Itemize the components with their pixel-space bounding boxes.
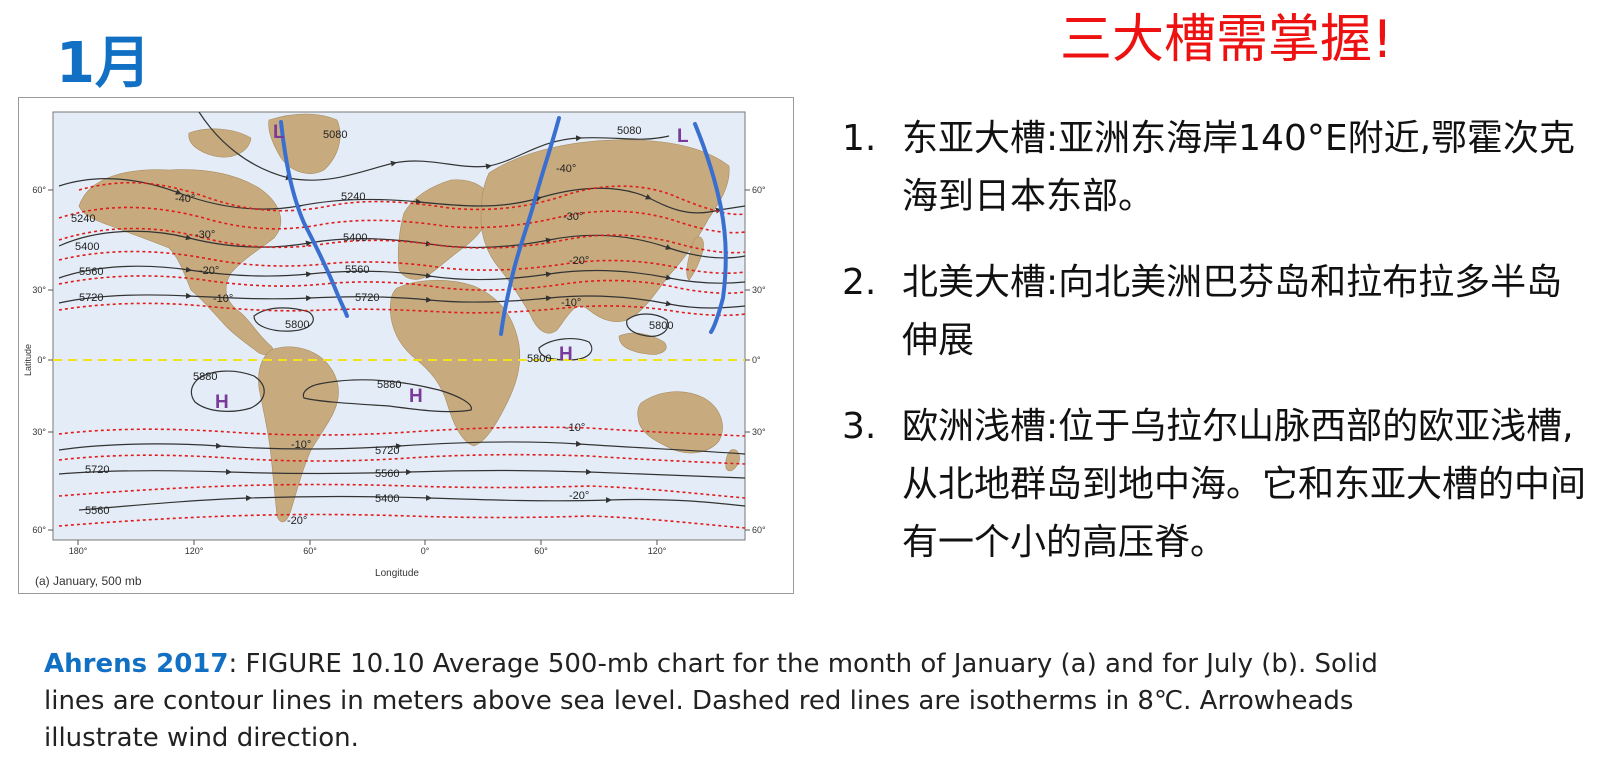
lat-tick-label: 30°: [32, 285, 46, 295]
isotherm-label: -20°: [569, 490, 589, 502]
contour-label: 5720: [355, 292, 379, 304]
map-figure: 5080 5080 5240 5240 5400 5400 5560 5560 …: [18, 97, 794, 594]
isotherm-label: -30°: [195, 229, 215, 241]
contour-label: 5560: [79, 266, 103, 278]
figure-caption: Ahrens 2017: FIGURE 10.10 Average 500-mb…: [44, 646, 1424, 757]
isotherm-label: -20°: [569, 255, 589, 267]
land-north-america: [78, 169, 282, 356]
isotherm-label: -10°: [561, 297, 581, 309]
low-pressure-mark: L: [273, 122, 285, 143]
latitude-axis-label: Latitude: [23, 344, 33, 376]
longitude-axis-label: Longitude: [375, 568, 419, 579]
contour-label: 5720: [375, 445, 399, 457]
caption-source: Ahrens 2017: [44, 649, 229, 679]
lat-tick-label: 30°: [752, 285, 766, 295]
lat-tick-label: 60°: [752, 525, 766, 535]
height-contours: [58, 111, 746, 511]
contour-label: 5240: [341, 191, 365, 203]
lat-tick-label: 60°: [752, 185, 766, 195]
isotherm-label: -10°: [291, 439, 311, 451]
map-svg: 5080 5080 5240 5240 5400 5400 5560 5560 …: [23, 111, 766, 588]
land-arctic-islands: [188, 128, 252, 158]
month-title: 1月: [56, 31, 151, 96]
pressure-centres: L L H H H: [215, 122, 689, 413]
contour-label: 5400: [75, 241, 99, 253]
headline: 三大槽需掌握!: [1060, 10, 1393, 70]
lon-tick-label: 0°: [421, 546, 430, 556]
contour-label: 5880: [193, 371, 217, 383]
contour-labels: 5080 5080 5240 5240 5400 5400 5560 5560 …: [71, 125, 673, 517]
landmasses: [78, 113, 740, 523]
lon-tick-label: 180°: [69, 546, 88, 556]
low-pressure-mark: L: [677, 126, 689, 147]
land-new-zealand: [725, 449, 740, 472]
trough-east-asia: [693, 122, 728, 334]
contour-label: 5880: [377, 379, 401, 391]
point-east-asia-trough: 1. 东亚大槽:亚洲东海岸140°E附近,鄂霍次克海到日本东部。: [842, 110, 1597, 226]
isotherm-label: -40°: [556, 163, 576, 175]
contour-label: 5560: [375, 468, 399, 480]
contour-label: 5240: [71, 213, 95, 225]
longitude-ticks: 180° 120° 60° 0° 60° 120°: [69, 546, 667, 556]
contour-label: 5560: [85, 505, 109, 517]
isotherm-label: -40°: [175, 193, 195, 205]
isotherm-label: -10°: [213, 293, 233, 305]
latitude-ticks-right: 60° 30° 0° 30° 60°: [752, 185, 766, 535]
trough-points-list: 1. 东亚大槽:亚洲东海岸140°E附近,鄂霍次克海到日本东部。 2. 北美大槽…: [842, 110, 1597, 600]
contour-label: 5800: [649, 320, 673, 332]
point-text: 东亚大槽:亚洲东海岸140°E附近,鄂霍次克海到日本东部。: [902, 118, 1576, 217]
high-pressure-mark: H: [409, 386, 423, 407]
lon-tick-label: 60°: [534, 546, 548, 556]
contour-label: 5080: [323, 129, 347, 141]
lon-tick-label: 120°: [648, 546, 667, 556]
point-number: 2.: [842, 262, 877, 303]
caption-text: : FIGURE 10.10 Average 500-mb chart for …: [44, 649, 1378, 753]
isotherm-labels: -40° -40° -30° -30° -20° -20° -10° -10° …: [175, 163, 589, 527]
lat-tick-label: 0°: [752, 355, 761, 365]
trough-north-america: [279, 120, 349, 318]
latitude-ticks-left: 60° 30° 0° 30° 60°: [32, 185, 46, 535]
lat-tick-label: 30°: [752, 427, 766, 437]
tick-marks: [48, 189, 750, 545]
trough-lines: [279, 116, 728, 336]
contour-label: 5560: [345, 264, 369, 276]
high-pressure-mark: H: [215, 392, 229, 413]
point-europe-trough: 3. 欧洲浅槽:位于乌拉尔山脉西部的欧亚浅槽,从北地群岛到地中海。它和东亚大槽的…: [842, 398, 1597, 572]
contour-label: 5400: [343, 232, 367, 244]
contour-label: 5800: [285, 319, 309, 331]
point-number: 3.: [842, 406, 877, 447]
contour-label: 5720: [79, 292, 103, 304]
point-text: 北美大槽:向北美洲巴芬岛和拉布拉多半岛伸展: [902, 262, 1563, 361]
lon-tick-label: 60°: [303, 546, 317, 556]
point-north-america-trough: 2. 北美大槽:向北美洲巴芬岛和拉布拉多半岛伸展: [842, 254, 1597, 370]
isotherm-label: -20°: [287, 515, 307, 527]
isotherm-label: -30°: [563, 211, 583, 223]
contour-label: 5400: [375, 493, 399, 505]
lat-tick-label: 30°: [32, 427, 46, 437]
isotherm-label: -10°: [565, 422, 585, 434]
point-number: 1.: [842, 118, 877, 159]
panel-label: (a) January, 500 mb: [35, 574, 142, 588]
lon-tick-label: 120°: [185, 546, 204, 556]
isotherms: [58, 181, 746, 529]
contour-label: 5800: [527, 353, 551, 365]
lat-tick-label: 60°: [32, 525, 46, 535]
high-pressure-mark: H: [559, 344, 573, 365]
contour-label: 5080: [617, 125, 641, 137]
isotherm-label: -20°: [199, 265, 219, 277]
contour-label: 5720: [85, 464, 109, 476]
lat-tick-label: 60°: [32, 185, 46, 195]
land-south-america: [258, 346, 339, 523]
trough-europe: [499, 116, 561, 336]
land-southeast-asia-islands: [618, 332, 667, 355]
point-text: 欧洲浅槽:位于乌拉尔山脉西部的欧亚浅槽,从北地群岛到地中海。它和东亚大槽的中间有…: [902, 406, 1587, 563]
lat-tick-label: 0°: [37, 355, 46, 365]
